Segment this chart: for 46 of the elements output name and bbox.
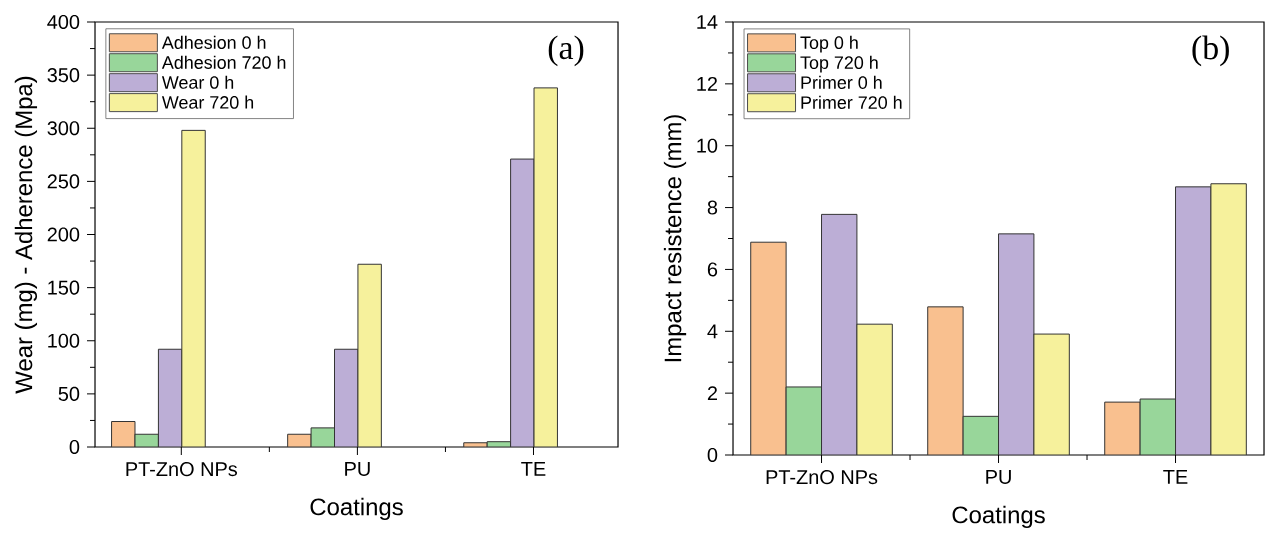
y-tick-label: 10 — [697, 138, 718, 153]
bar — [927, 306, 964, 455]
bar — [750, 241, 787, 455]
y-tick-label: 150 — [48, 280, 80, 295]
bar — [334, 348, 359, 447]
bar — [785, 386, 823, 455]
y-axis-title: Wear (mg) - Adherence (Mpa) — [14, 76, 38, 394]
legend-label: Adhesion 0 h — [161, 35, 266, 49]
y-tick-label: 50 — [58, 386, 80, 401]
bar — [1139, 398, 1177, 455]
x-tick-label: TE — [1163, 470, 1188, 484]
legend-label: Wear 0 h — [161, 75, 234, 89]
x-tick-label: PT-ZnO NPs — [126, 462, 238, 477]
bar — [1104, 401, 1141, 455]
y-tick-label: 2 — [707, 386, 717, 401]
y-tick-label: 400 — [47, 14, 80, 30]
y-tick-label: 100 — [48, 333, 80, 348]
annotation: (a) — [548, 35, 584, 67]
y-tick-label: 14 — [697, 15, 718, 29]
x-tick-label: PU — [986, 470, 1011, 484]
y-tick-label: 250 — [47, 174, 80, 189]
y-tick-label: 4 — [707, 324, 718, 339]
x-tick-label: PT-ZnO NPs — [766, 470, 878, 485]
bar — [510, 158, 535, 447]
y-tick-label: 0 — [69, 439, 80, 455]
legend-label: Wear 720 h — [161, 95, 254, 109]
legend-label: Top 720 h — [800, 55, 878, 73]
y-tick-label: 300 — [47, 121, 80, 136]
bar — [962, 415, 1000, 455]
x-tick-label: PU — [345, 462, 370, 476]
x-axis-title: Coatings — [952, 505, 1045, 529]
legend-label: Primer 0 h — [801, 75, 882, 89]
y-tick-label: 350 — [47, 68, 80, 83]
y-tick-label: 200 — [47, 227, 80, 242]
annotation: (b) — [1192, 35, 1229, 67]
legend-label: Top 0 h — [800, 35, 858, 53]
y-axis-title: Impact resistence (mm) — [663, 115, 687, 362]
bar — [157, 348, 183, 447]
x-tick-label: TE — [521, 462, 546, 476]
legend-label: Adhesion 720 h — [161, 55, 286, 69]
x-axis-title: Coatings — [310, 497, 403, 521]
y-tick-label: 6 — [707, 262, 718, 277]
legend-label: Primer 720 h — [801, 95, 902, 109]
y-tick-label: 8 — [707, 200, 718, 215]
y-tick-label: 0 — [707, 447, 718, 463]
y-tick-label: 12 — [697, 76, 717, 91]
